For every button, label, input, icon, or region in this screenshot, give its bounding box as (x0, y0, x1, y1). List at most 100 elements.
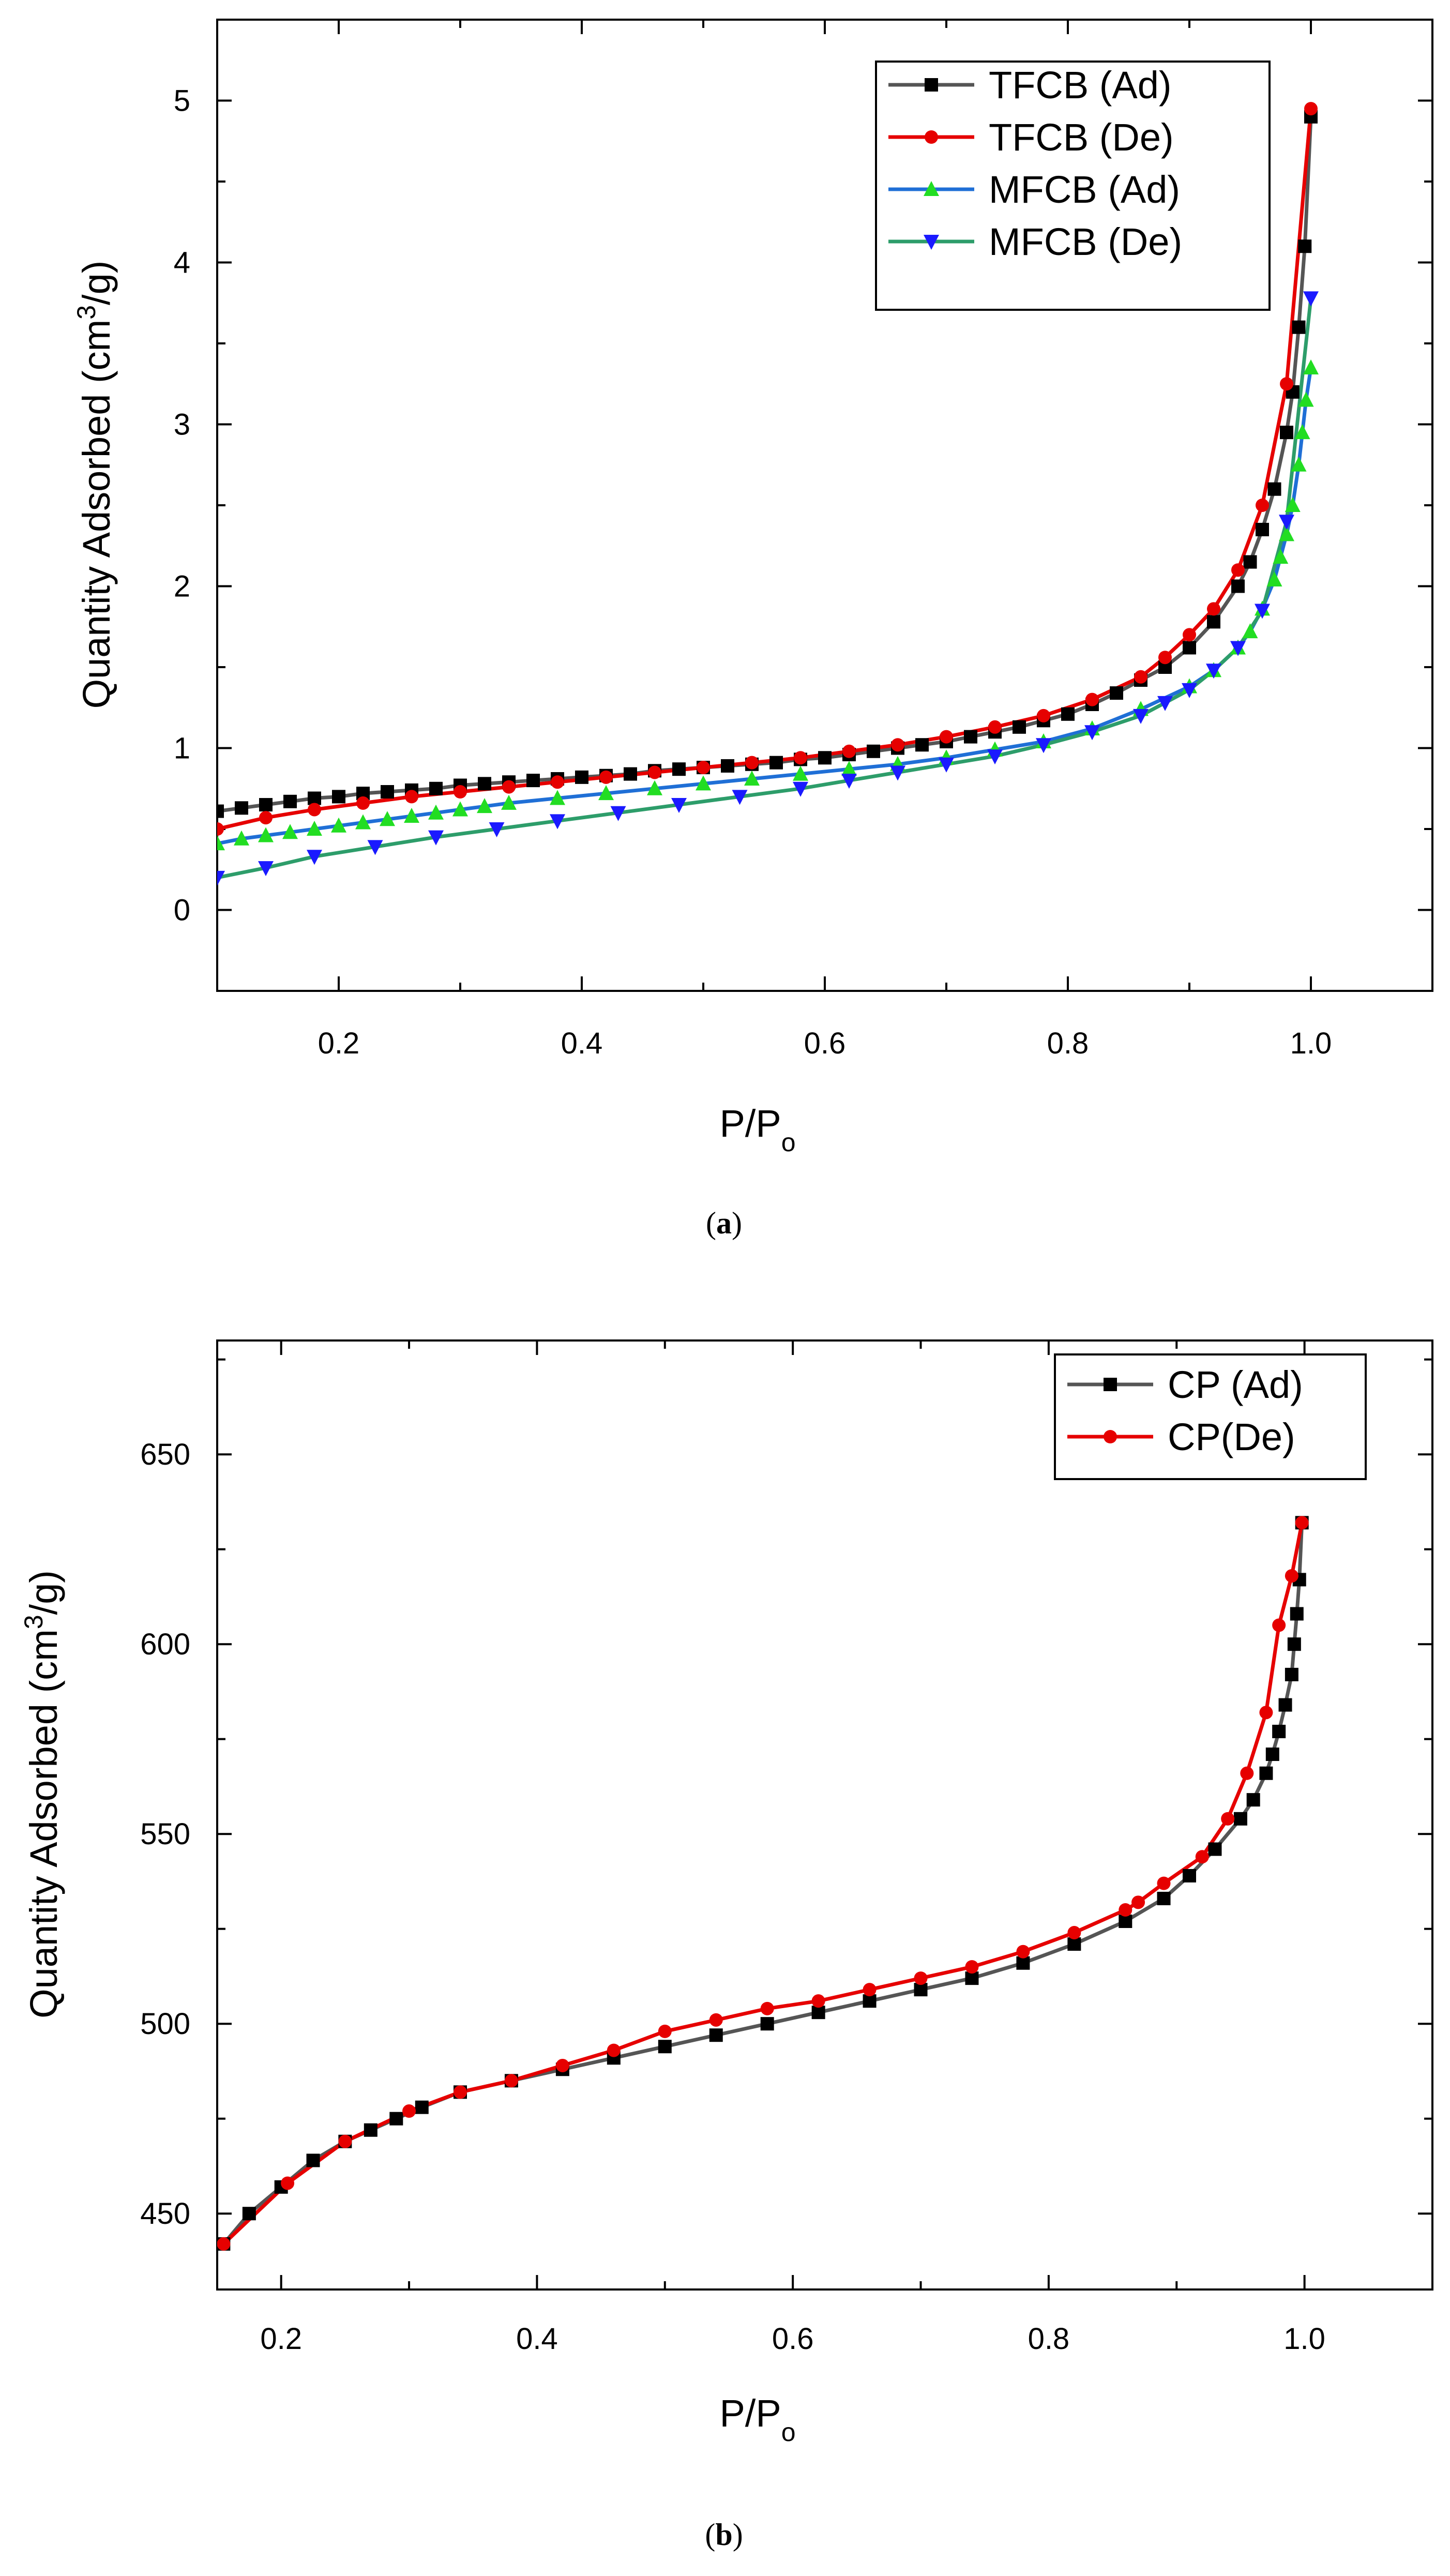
data-point-cp-de (658, 2024, 672, 2038)
data-point-tfcb-ad (1243, 555, 1257, 569)
data-point-mfcb-ad (598, 785, 614, 801)
y-tick-label: 600 (140, 1628, 190, 1661)
data-point-mfcb-ad (404, 807, 419, 823)
data-point-mfcb-de (1230, 641, 1246, 656)
legend-marker (1104, 1430, 1117, 1443)
data-point-cp-ad (1278, 1698, 1292, 1712)
data-point-mfcb-de (1303, 291, 1319, 307)
data-point-cp-de (811, 1994, 825, 2008)
data-point-mfcb-ad (1279, 526, 1294, 541)
data-point-tfcb-ad (478, 777, 491, 791)
y-tick-label: 500 (140, 2007, 190, 2041)
legend-label: CP (Ad) (1168, 1363, 1303, 1406)
legend-label: TFCB (Ad) (989, 64, 1172, 107)
panel-a: 0.2 0.4 0.6 0.8 1.0 0 1 2 3 4 5 P/Po Quantity Adsorb… (72, 19, 1433, 1240)
data-point-cp-ad (914, 1983, 928, 1997)
data-point-mfcb-ad (355, 814, 371, 830)
data-point-mfcb-ad (331, 817, 346, 833)
data-point-tfcb-de (217, 822, 224, 836)
data-point-cp-ad (1285, 1667, 1298, 1681)
x-tick-label: 0.2 (318, 1027, 360, 1060)
data-point-cp-de (914, 1971, 928, 1985)
data-point-tfcb-de (1280, 377, 1293, 391)
data-point-mfcb-ad (307, 821, 322, 836)
data-point-mfcb-ad (258, 827, 274, 842)
data-point-cp-ad (709, 2028, 723, 2042)
data-point-cp-ad (1157, 1891, 1171, 1905)
data-point-tfcb-de (551, 775, 564, 789)
x-tick-label: 0.4 (516, 2322, 558, 2356)
data-point-mfcb-ad (1298, 391, 1314, 407)
x-tick-label: 0.6 (772, 2322, 814, 2356)
series-layer (217, 1516, 1309, 2251)
data-point-cp-de (965, 1960, 979, 1974)
legend-label: MFCB (De) (989, 220, 1182, 263)
data-point-tfcb-ad (672, 762, 686, 776)
data-point-cp-de (1285, 1569, 1298, 1583)
series-line-cp-de (222, 1522, 1304, 2246)
data-point-mfcb-de (671, 798, 687, 814)
data-point-cp-de (1119, 1903, 1132, 1917)
data-point-mfcb-ad (1285, 497, 1301, 512)
data-point-tfcb-ad (259, 798, 273, 812)
legend-marker (924, 235, 939, 250)
data-point-mfcb-de (367, 840, 383, 855)
data-point-cp-de (1240, 1766, 1254, 1780)
data-point-tfcb-ad (721, 759, 734, 773)
data-point-tfcb-ad (308, 791, 321, 805)
data-point-tfcb-ad (429, 781, 443, 795)
x-tick-label: 0.4 (561, 1027, 603, 1060)
data-point-mfcb-de (987, 749, 1003, 765)
data-point-mfcb-ad (282, 824, 298, 839)
data-point-tfcb-de (1256, 499, 1269, 512)
data-point-tfcb-de (454, 785, 467, 799)
data-point-mfcb-de (428, 830, 444, 846)
data-point-cp-de (504, 2074, 518, 2088)
data-point-tfcb-ad (575, 770, 588, 784)
data-point-cp-de (281, 2176, 295, 2190)
data-point-mfcb-ad (647, 780, 662, 795)
data-point-tfcb-ad (1298, 239, 1312, 253)
legend-marker (925, 78, 938, 92)
data-point-mfcb-de (939, 757, 954, 773)
data-point-mfcb-de (489, 822, 505, 837)
data-point-cp-ad (811, 2006, 825, 2020)
data-point-tfcb-ad (1061, 707, 1075, 721)
panel-caption: (b) (705, 2518, 743, 2552)
legend-label: MFCB (Ad) (989, 168, 1180, 211)
data-point-cp-de (338, 2134, 352, 2148)
data-point-tfcb-ad (624, 767, 637, 781)
data-point-cp-de (607, 2043, 621, 2057)
data-point-cp-de (709, 2013, 723, 2027)
series-line-mfcb-ad (217, 367, 1313, 846)
data-point-mfcb-de (1133, 709, 1149, 724)
plot-frame (216, 1339, 1433, 2291)
data-point-mfcb-de (1182, 683, 1197, 698)
data-point-tfcb-ad (1231, 579, 1245, 593)
panel-b: 0.2 0.4 0.6 0.8 1.0 450 500 550 600 650 P/Po Quanti… (19, 1339, 1433, 2552)
data-point-cp-de (863, 1983, 877, 1997)
data-point-tfcb-de (1231, 563, 1245, 577)
data-point-cp-ad (1287, 1637, 1301, 1651)
x-tick-label: 0.8 (1028, 2322, 1070, 2356)
data-point-mfcb-ad (1291, 456, 1307, 472)
data-point-tfcb-ad (332, 790, 345, 804)
data-point-mfcb-de (258, 861, 274, 877)
data-point-cp-de (1131, 1895, 1145, 1909)
data-point-cp-de (1259, 1706, 1273, 1720)
data-point-cp-ad (1067, 1937, 1081, 1951)
data-point-cp-de (1272, 1618, 1286, 1632)
data-point-mfcb-ad (501, 794, 517, 810)
data-point-cp-de (1067, 1926, 1081, 1940)
data-point-cp-de (217, 2237, 231, 2251)
data-point-mfcb-de (1157, 696, 1173, 711)
data-point-cp-ad (965, 1971, 979, 1985)
data-point-tfcb-de (697, 761, 710, 775)
data-point-mfcb-ad (1294, 424, 1310, 440)
data-point-cp-de (760, 2001, 774, 2015)
data-point-cp-ad (1259, 1766, 1273, 1780)
data-point-cp-ad (1183, 1869, 1196, 1882)
data-point-tfcb-de (988, 720, 1002, 734)
data-point-tfcb-ad (381, 785, 394, 799)
